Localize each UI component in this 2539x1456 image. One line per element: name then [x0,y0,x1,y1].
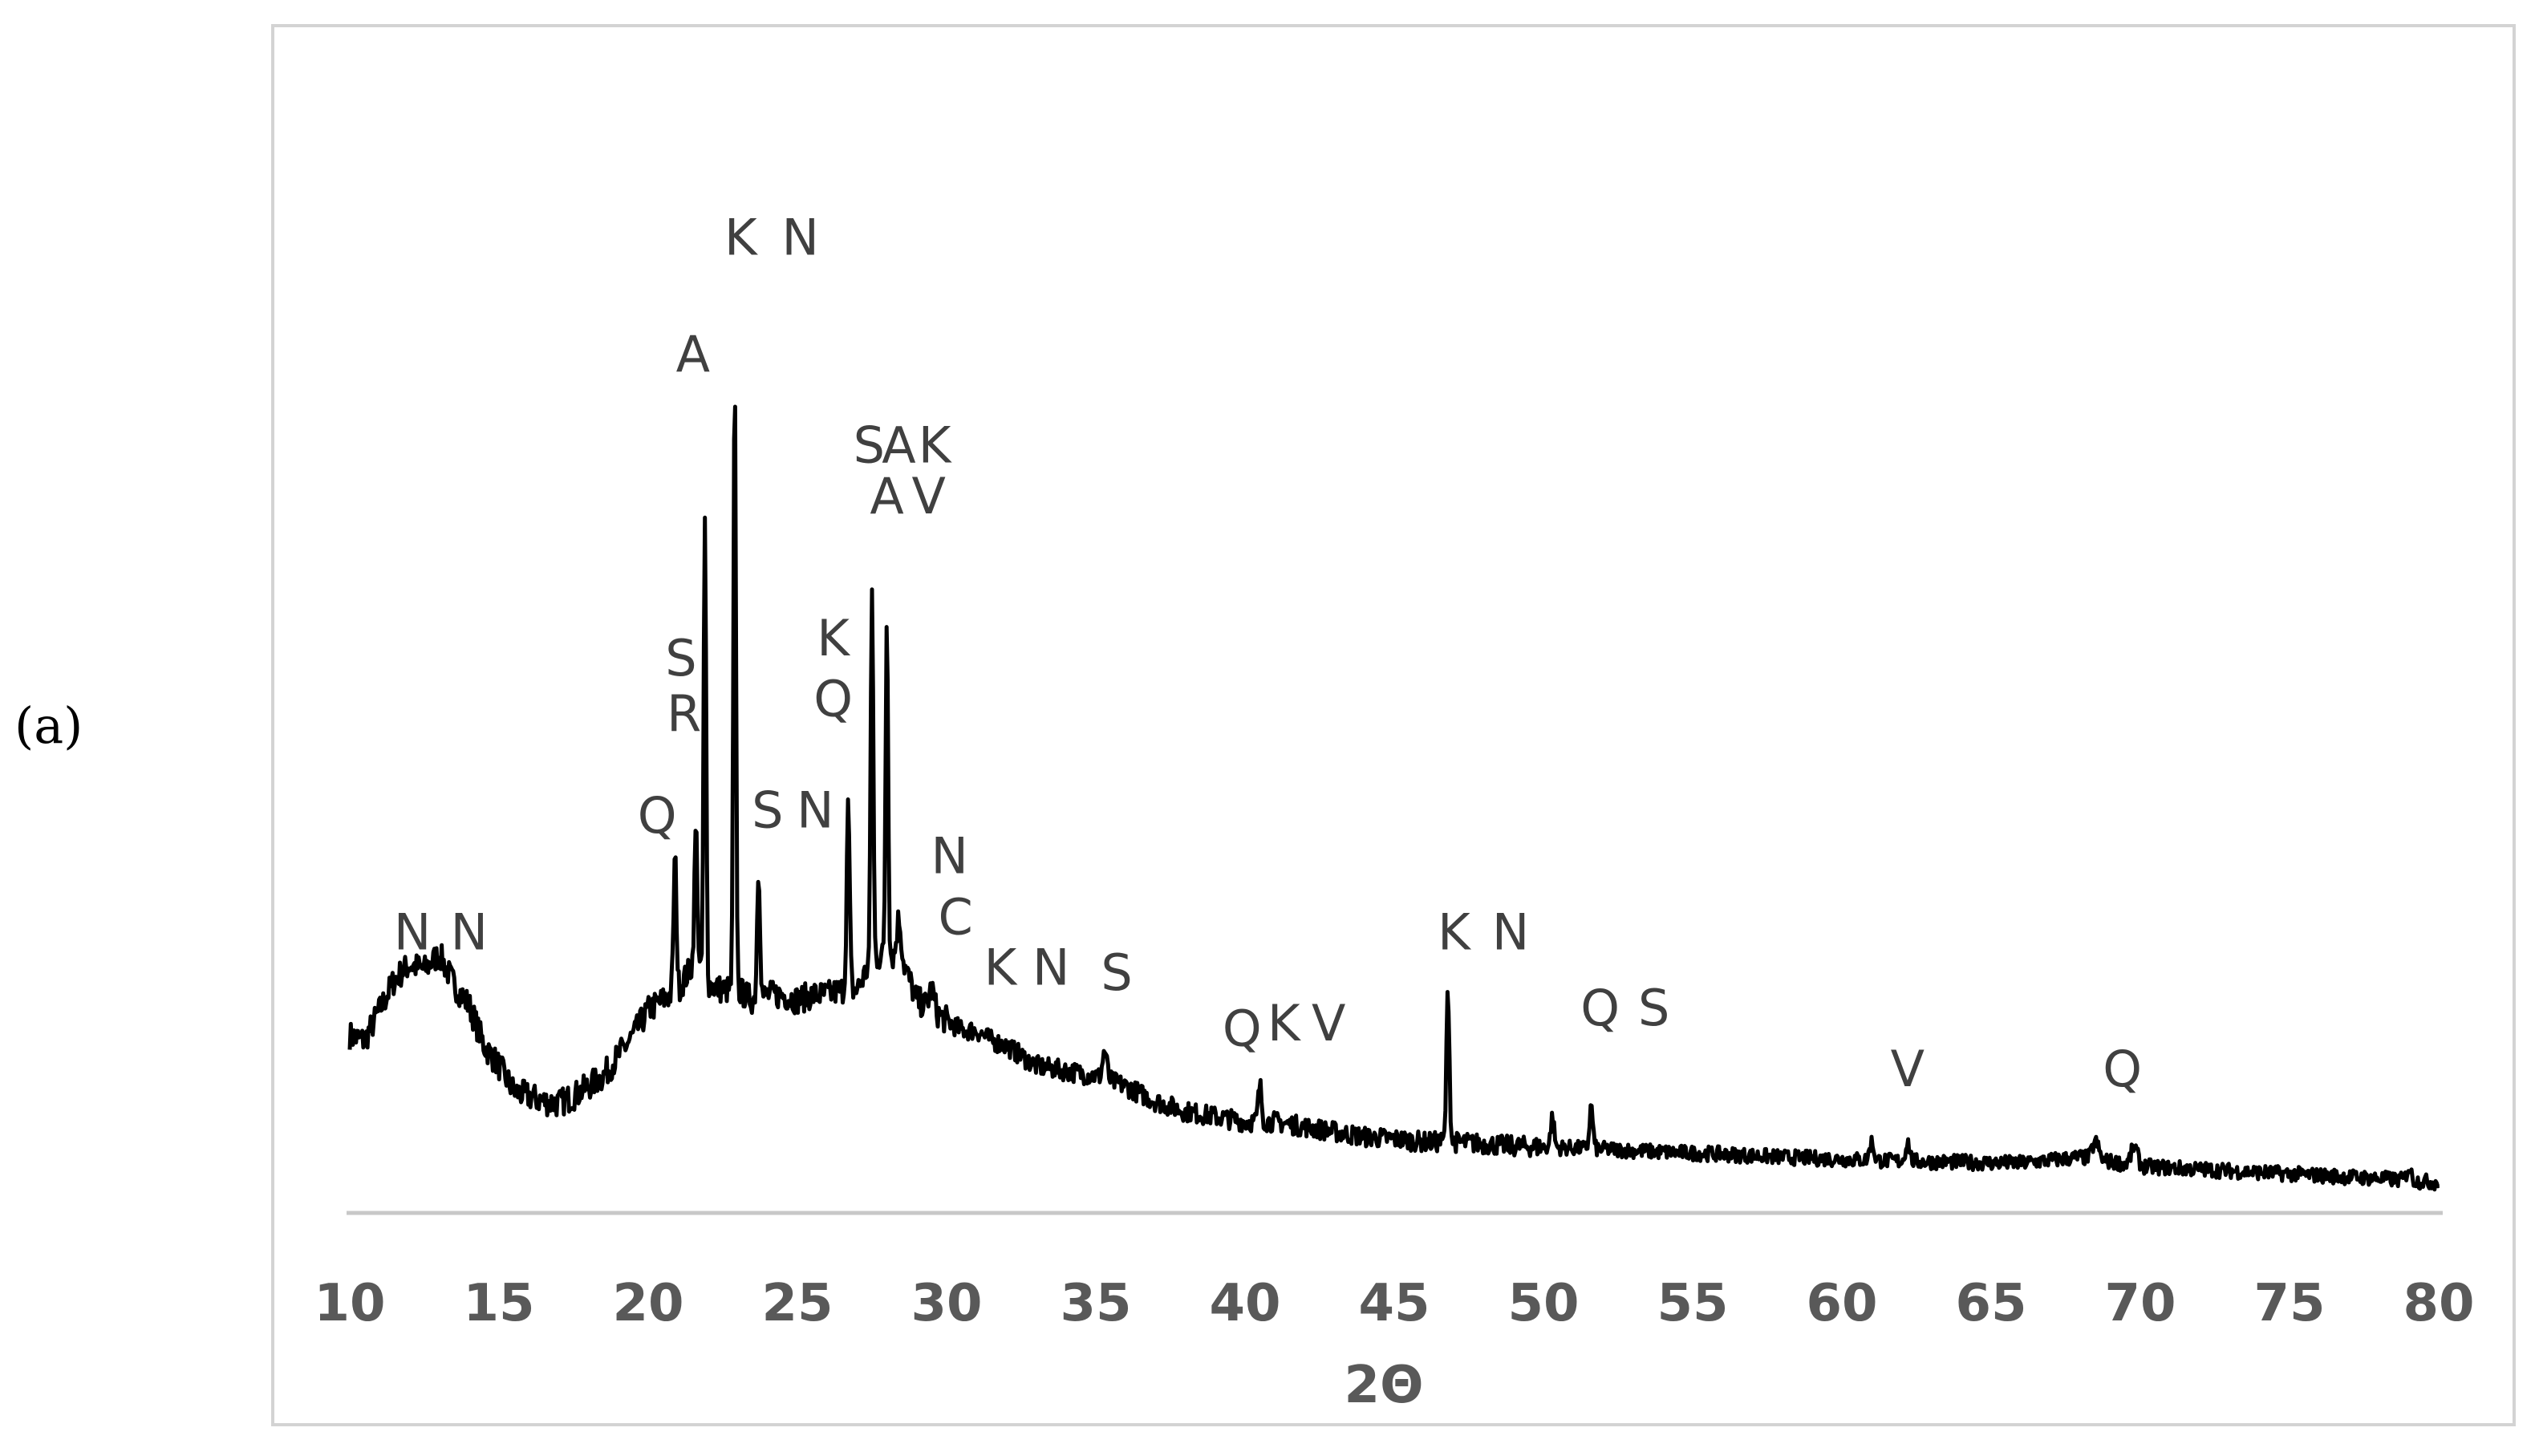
x-tick-label: 15 [463,1274,534,1333]
phase-annotation-q: Q [813,670,853,728]
phase-annotation-q: Q [2103,1040,2142,1098]
panel-label: (a) [14,696,83,755]
phase-annotation-n: N [1492,902,1529,961]
axis-layer: 10 15 20 25 30 35 40 45 50 55 60 65 70 75 80 [314,1211,2475,1333]
x-tick-label: 80 [2403,1274,2474,1333]
diffraction-pattern-line [347,404,2440,1192]
x-tick-label: 35 [1060,1274,1131,1333]
series-layer [347,404,2440,1192]
phase-annotation-s: S [1638,979,1669,1037]
chart-frame [271,24,2516,1426]
phase-annotation-a: A [870,467,903,525]
x-tick-label: 65 [1955,1274,2026,1333]
x-tick-label: 50 [1507,1274,1579,1333]
phase-annotation-n: N [1032,939,1069,997]
phase-annotation-n: N [451,902,488,961]
x-tick-label: 10 [314,1274,385,1333]
x-tick-label: 40 [1209,1274,1280,1333]
phase-annotation-k: K [919,416,952,475]
phase-annotation-k: K [817,609,850,667]
phase-annotation-a: A [882,416,915,475]
phase-annotation-q: Q [638,786,677,845]
x-tick-label: 60 [1806,1274,1877,1333]
phase-annotation-q: Q [1223,999,1262,1057]
x-tick-label: 30 [911,1274,982,1333]
x-tick-label: 25 [761,1274,833,1333]
x-tick-label: 70 [2104,1274,2176,1333]
phase-annotation-r: R [667,685,701,744]
x-tick-label: 45 [1358,1274,1430,1333]
phase-annotation-v: V [1312,994,1345,1052]
x-axis-label: 2Θ [1345,1356,1424,1415]
phase-annotation-v: V [1891,1040,1925,1098]
phase-annotation-s: S [752,781,783,840]
phase-annotation-a: A [676,325,710,383]
phase-annotation-k: K [984,939,1018,997]
phase-annotation-k: K [724,209,758,267]
phase-annotation-v: V [911,467,945,525]
x-tick-label: 55 [1657,1274,1728,1333]
phase-annotation-q: Q [1580,979,1620,1037]
x-tick-label: 20 [612,1274,683,1333]
phase-annotation-n: N [394,902,431,961]
phase-annotation-k: K [1267,994,1301,1052]
phase-annotation-n: N [782,209,819,267]
phase-annotation-n: N [797,781,833,840]
phase-annotation-n: N [931,827,968,886]
x-tick-label: 75 [2253,1274,2325,1333]
phase-annotation-c: C [939,887,973,946]
phase-annotation-s: S [854,416,885,475]
phase-annotation-s: S [665,629,696,687]
phase-annotation-s: S [1101,943,1132,1002]
phase-annotation-k: K [1438,902,1471,961]
